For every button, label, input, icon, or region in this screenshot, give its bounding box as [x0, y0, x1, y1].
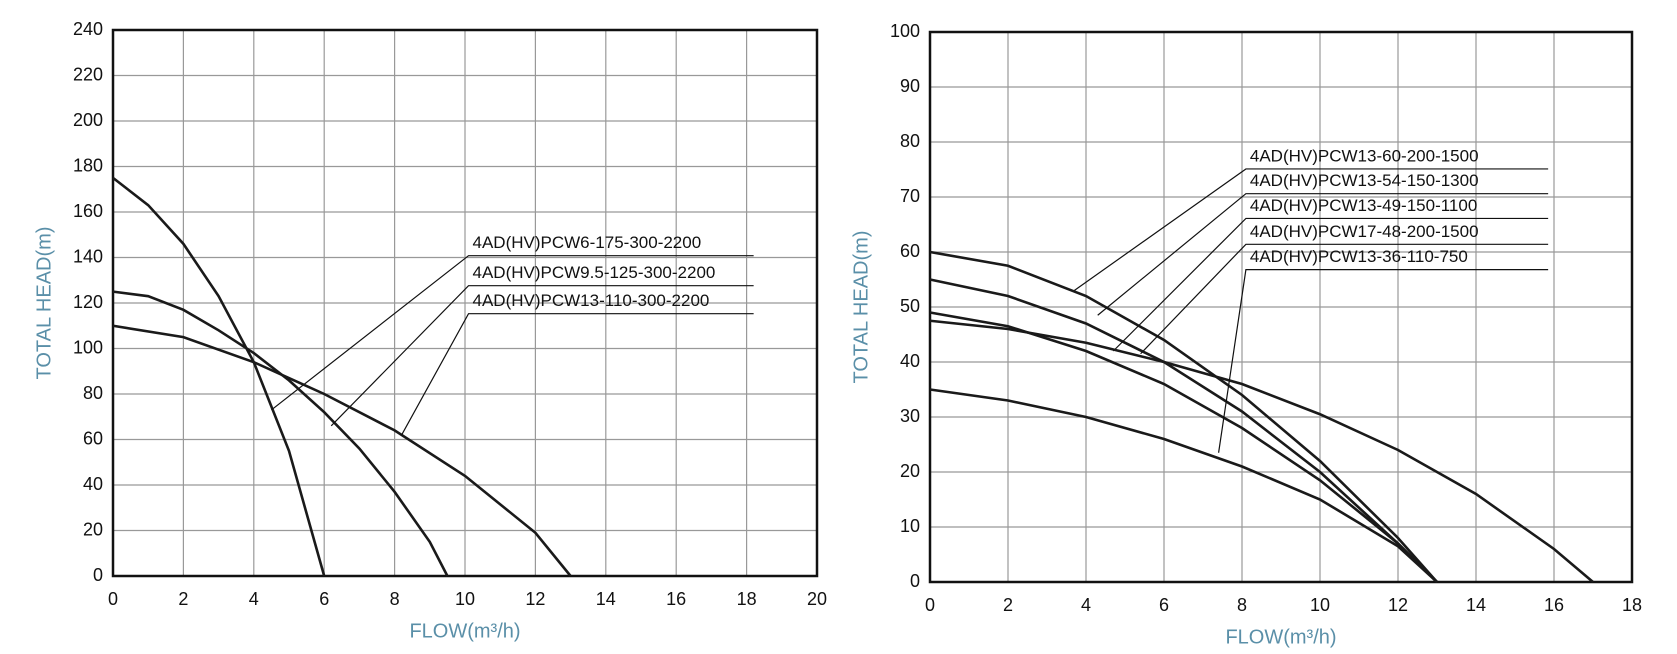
curve — [929, 388, 1438, 583]
legend-label: 4AD(HV)PCW9.5-125-300-2200 — [473, 263, 716, 282]
legend-label: 4AD(HV)PCW13-60-200-1500 — [1250, 146, 1479, 165]
x-tick-label: 0 — [108, 589, 118, 609]
leader-line — [1112, 217, 1549, 352]
x-tick-label: 8 — [1237, 595, 1247, 615]
y-tick-label: 70 — [900, 186, 920, 206]
curve — [112, 290, 449, 577]
leader-line — [401, 313, 754, 436]
x-tick-label: 12 — [525, 589, 545, 609]
y-tick-label: 60 — [900, 241, 920, 261]
y-tick-label: 50 — [900, 296, 920, 316]
x-tick-label: 14 — [1466, 595, 1486, 615]
x-tick-label: 12 — [1388, 595, 1408, 615]
x-tick-label: 4 — [1081, 595, 1091, 615]
x-tick-label: 6 — [1159, 595, 1169, 615]
y-tick-label: 90 — [900, 76, 920, 96]
x-tick-label: 2 — [1003, 595, 1013, 615]
legend-label: 4AD(HV)PCW13-49-150-1100 — [1250, 196, 1477, 215]
legend-label: 4AD(HV)PCW17-48-200-1500 — [1250, 222, 1479, 241]
curve — [929, 250, 1438, 583]
x-tick-label: 16 — [1544, 595, 1564, 615]
leader-line — [330, 285, 754, 427]
y-tick-label: 20 — [83, 519, 103, 539]
leader-line — [1097, 193, 1549, 316]
x-tick-label: 16 — [666, 589, 686, 609]
y-tick-label: 120 — [73, 292, 103, 312]
y-tick-label: 100 — [73, 337, 103, 357]
x-axis-label: FLOW(m³/h) — [409, 620, 520, 642]
curve — [929, 319, 1594, 583]
y-tick-label: 80 — [83, 383, 103, 403]
y-tick-label: 60 — [83, 428, 103, 448]
leader-line — [271, 255, 754, 411]
y-tick-label: 180 — [73, 155, 103, 175]
x-tick-label: 10 — [455, 589, 475, 609]
x-tick-label: 18 — [737, 589, 757, 609]
x-tick-label: 10 — [1310, 595, 1330, 615]
x-tick-label: 4 — [249, 589, 259, 609]
x-tick-label: 2 — [178, 589, 188, 609]
y-tick-label: 240 — [73, 19, 103, 39]
y-tick-label: 0 — [93, 565, 103, 585]
y-tick-label: 10 — [900, 516, 920, 536]
y-axis-label: TOTAL HEAD(m) — [33, 227, 55, 380]
legend-label: 4AD(HV)PCW13-36-110-750 — [1250, 247, 1468, 266]
x-tick-label: 20 — [807, 589, 827, 609]
curve — [112, 176, 326, 577]
y-axis-label: TOTAL HEAD(m) — [850, 231, 872, 384]
y-tick-label: 30 — [900, 406, 920, 426]
plot-frame — [928, 30, 1634, 584]
plot-frame — [111, 28, 819, 578]
y-tick-label: 160 — [73, 201, 103, 221]
y-tick-label: 140 — [73, 246, 103, 266]
legend-label: 4AD(HV)PCW13-110-300-2200 — [473, 291, 710, 310]
x-tick-label: 14 — [596, 589, 616, 609]
curve — [112, 324, 572, 577]
x-tick-label: 6 — [319, 589, 329, 609]
y-tick-label: 20 — [900, 461, 920, 481]
y-tick-label: 0 — [910, 571, 920, 591]
x-axis-label: FLOW(m³/h) — [1225, 626, 1336, 648]
x-tick-label: 0 — [925, 595, 935, 615]
legend-label: 4AD(HV)PCW6-175-300-2200 — [473, 233, 702, 252]
leader-line — [1073, 168, 1549, 291]
x-tick-label: 18 — [1622, 595, 1642, 615]
y-tick-label: 40 — [900, 351, 920, 371]
y-tick-label: 220 — [73, 64, 103, 84]
y-tick-label: 80 — [900, 131, 920, 151]
x-tick-label: 8 — [390, 589, 400, 609]
leader-line — [1140, 243, 1549, 355]
y-tick-label: 40 — [83, 474, 103, 494]
legend-label: 4AD(HV)PCW13-54-150-1300 — [1250, 171, 1479, 190]
y-tick-label: 200 — [73, 110, 103, 130]
leader-line — [1218, 269, 1549, 453]
y-tick-label: 100 — [890, 21, 920, 41]
